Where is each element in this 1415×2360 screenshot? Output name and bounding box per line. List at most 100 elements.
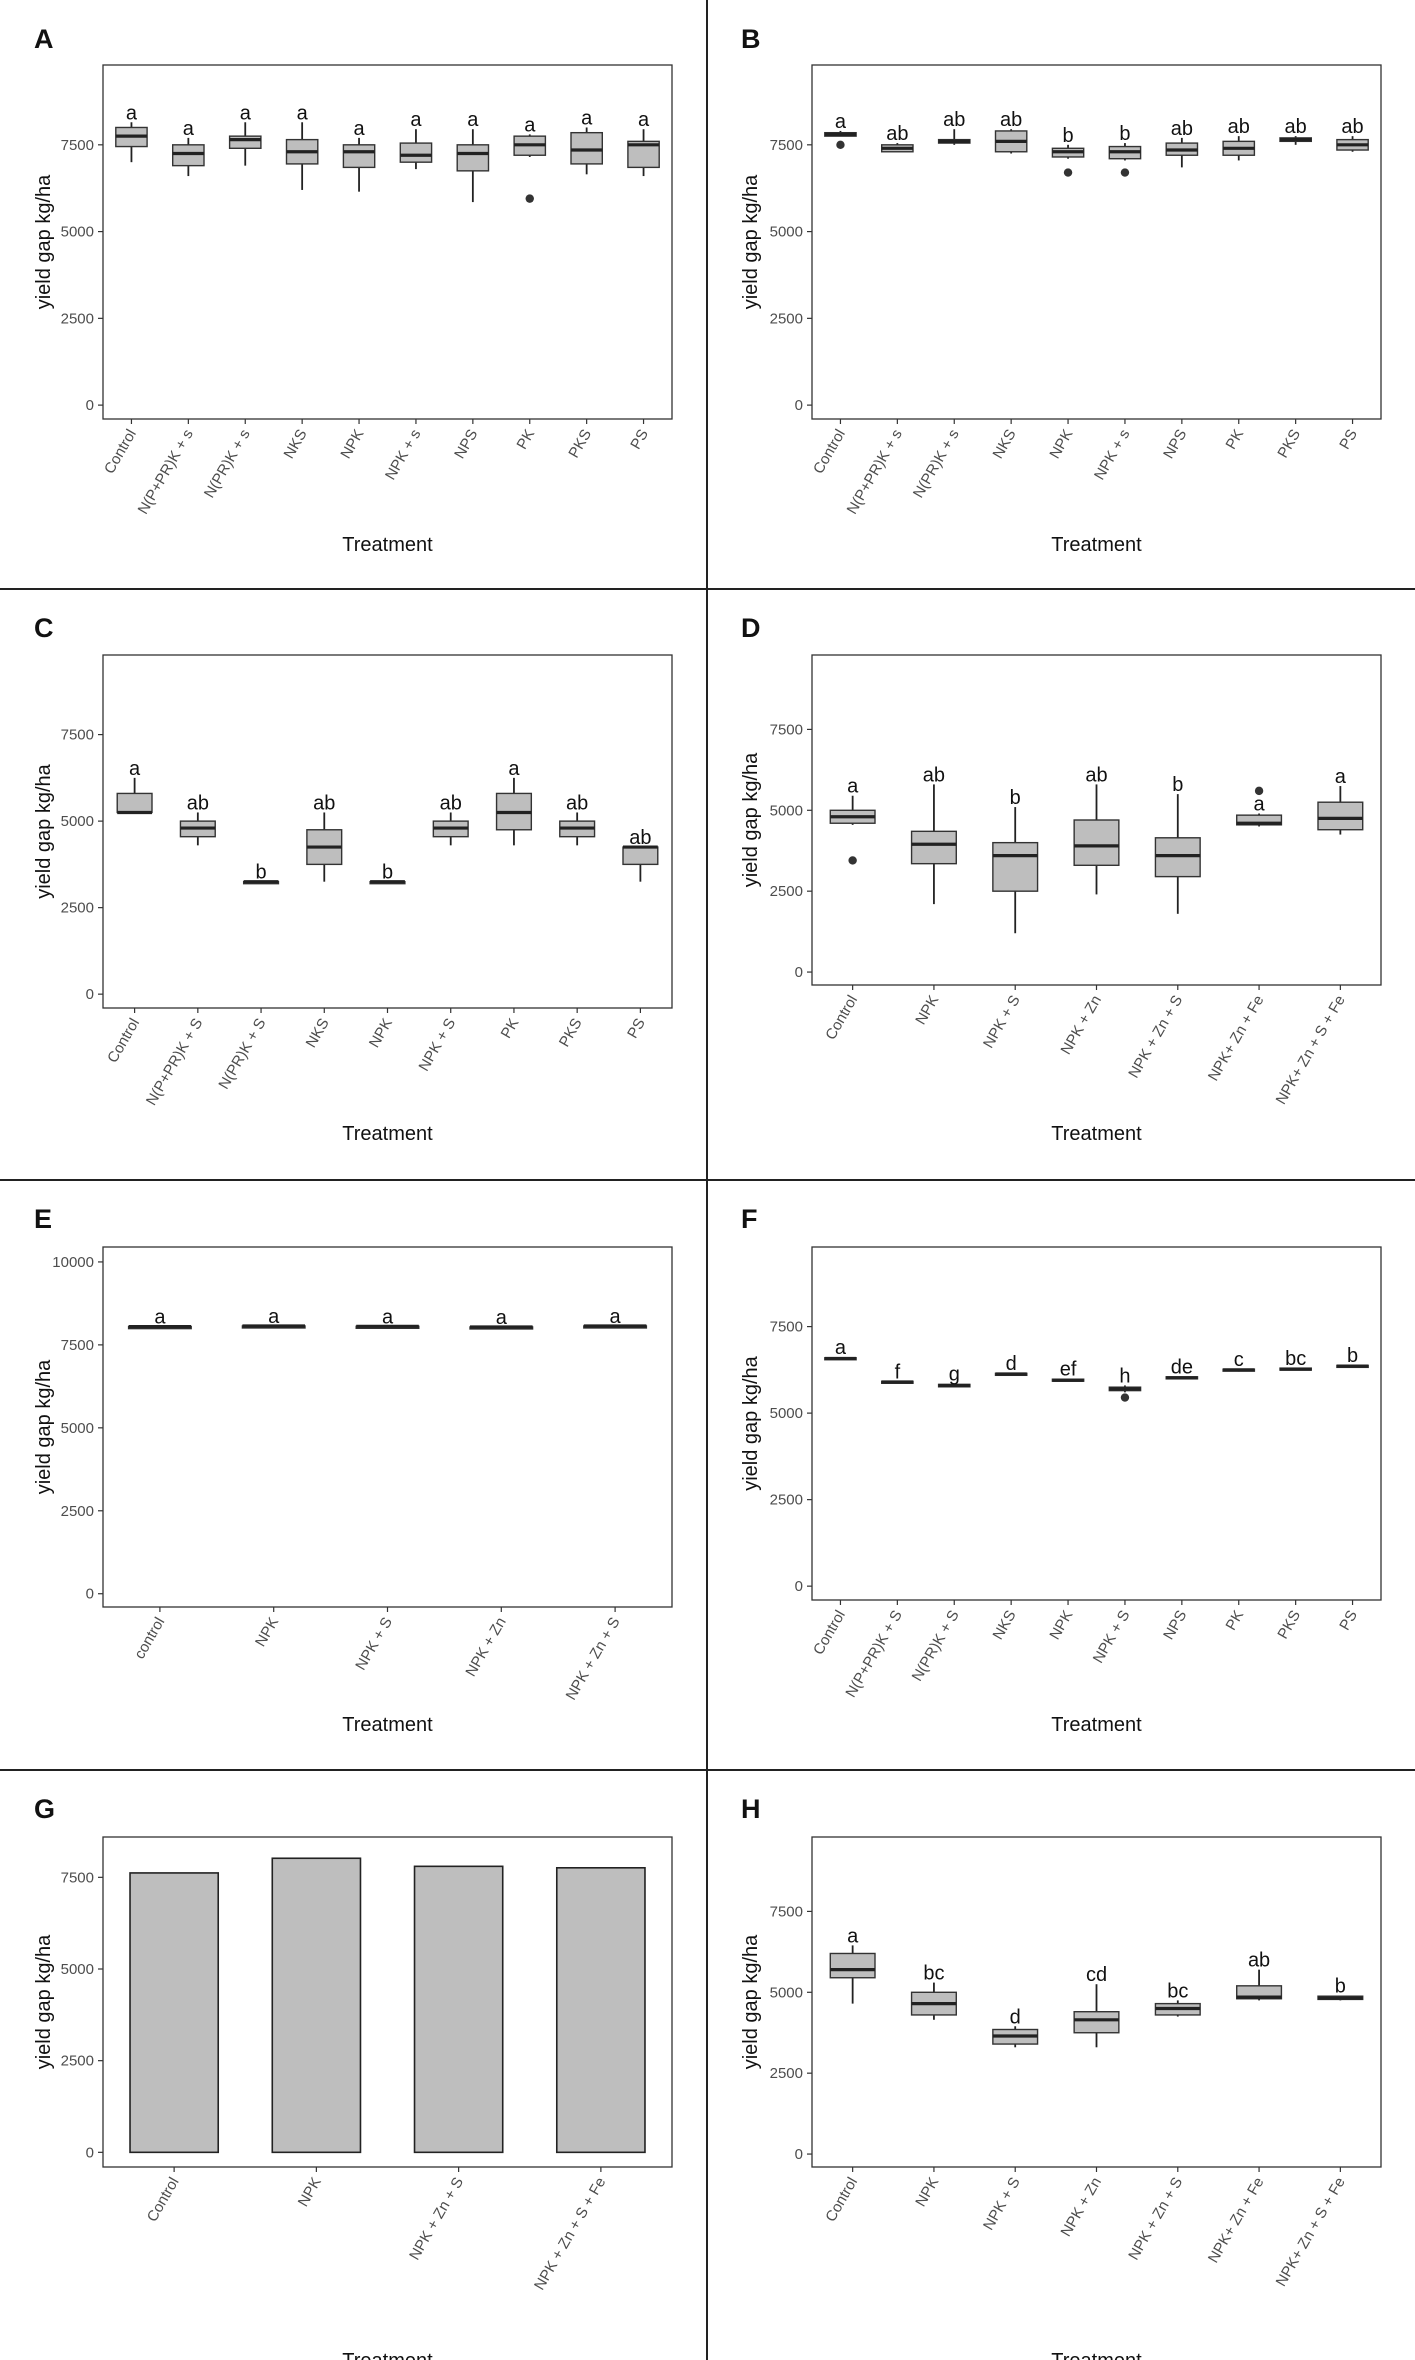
significance-letter: bc: [923, 1963, 944, 1985]
x-tick-label: NPK+ Zn + S + Fe: [1273, 2175, 1349, 2290]
y-tick-label: 2500: [61, 1503, 94, 1520]
x-tick-label: NPK + Zn: [1058, 2175, 1105, 2240]
box-plot-item: b: [1317, 1976, 1364, 2001]
box-plot-item: bc: [1154, 1980, 1201, 2017]
x-tick-label: NPS: [1160, 427, 1190, 462]
box-plot-item: a: [1317, 766, 1364, 835]
box-plot-item: ab: [179, 792, 216, 846]
box: [1236, 814, 1283, 826]
panel-letter: G: [34, 1794, 55, 1824]
box-plot-item: b: [1051, 125, 1085, 177]
x-tick-label: NPK + s: [382, 427, 424, 484]
x-tick-label: NPK: [1046, 1608, 1076, 1643]
box-plot-item: a: [285, 102, 319, 190]
box-plot-item: a: [399, 109, 433, 170]
panel-d: D 0 2500 5000 7500 yield gap kg/ha Treatment Co…: [740, 613, 1382, 1145]
x-axis-title: Treatment: [1051, 1123, 1142, 1145]
x-tick-label: PKS: [1274, 427, 1304, 461]
significance-letter: ab: [1285, 116, 1307, 138]
y-axis-title: yield gap kg/ha: [740, 174, 762, 309]
outlier-point: [1254, 786, 1264, 796]
significance-letter: ab: [1341, 116, 1363, 138]
box: [1317, 801, 1364, 831]
significance-letter: b: [1347, 1345, 1358, 1367]
x-tick-label: PS: [627, 427, 652, 453]
significance-letter: a: [382, 1306, 394, 1328]
x-tick-label: PS: [1336, 427, 1361, 453]
x-tick-label: NPK + Zn + S: [563, 1615, 624, 1704]
box: [456, 144, 490, 172]
y-tick-label: 5000: [770, 1984, 803, 2001]
x-tick-label: N(P+PR)K + s: [135, 427, 197, 518]
y-tick-label: 7500: [770, 721, 803, 738]
box-plot-item: ab: [622, 827, 659, 882]
box-plot-item: a: [116, 758, 153, 815]
box-plot-item: g: [937, 1364, 971, 1388]
bar: [555, 1867, 646, 2154]
box-plot-item: a: [355, 1306, 420, 1329]
x-tick-label: Control: [810, 1608, 849, 1658]
box-plot-item: a: [824, 111, 857, 150]
box-plot-item: ef: [1051, 1359, 1085, 1382]
significance-letter: b: [1062, 125, 1073, 147]
box: [622, 846, 659, 866]
y-tick-label: 2500: [61, 2053, 94, 2070]
panel-letter: C: [34, 613, 54, 643]
x-tick-label: NKS: [280, 427, 310, 462]
x-tick-label: NPK: [295, 2175, 325, 2210]
significance-letter: a: [126, 102, 138, 124]
y-tick-label: 5000: [61, 1420, 94, 1437]
significance-letter: h: [1119, 1365, 1130, 1387]
significance-letter: ab: [1085, 764, 1107, 786]
significance-letter: b: [1172, 774, 1183, 796]
significance-letter: a: [353, 118, 365, 140]
box-plot-item: a: [513, 114, 547, 203]
significance-letter: ab: [1248, 1950, 1270, 1972]
significance-letter: ab: [923, 764, 945, 786]
box-plot-item: a: [583, 1306, 648, 1329]
x-tick-label: NPK + Zn + S + Fe: [531, 2175, 609, 2294]
y-tick-label: 0: [795, 964, 803, 981]
y-tick-label: 5000: [770, 802, 803, 819]
y-tick-label: 7500: [770, 1903, 803, 1920]
bar: [129, 1872, 220, 2154]
y-tick-label: 2500: [770, 310, 803, 327]
panel-a: A 0 2500 5000 7500 yield gap kg/ha Treatment Co…: [33, 24, 673, 556]
x-tick-label: PK: [1222, 1608, 1247, 1634]
significance-letter: ab: [943, 109, 965, 131]
y-axis-title: yield gap kg/ha: [740, 1355, 762, 1490]
box-plot-item: a: [829, 776, 876, 865]
outlier-point: [525, 194, 534, 203]
significance-letter: a: [1254, 794, 1266, 816]
outlier-point: [1063, 168, 1073, 177]
box-plot-item: b: [369, 862, 406, 885]
plot-frame: [102, 1836, 673, 2168]
box-plot-item: ab: [881, 123, 914, 153]
panel-b: B 0 2500 5000 7500 yield gap kg/ha Treatment Co…: [740, 24, 1382, 556]
box-plot-item: a: [469, 1307, 534, 1330]
significance-letter: ab: [187, 792, 209, 814]
panel-c: C 0 2500 5000 7500 yield gap kg/ha Treatment Co…: [33, 613, 673, 1145]
x-tick-label: NPK + Zn + S: [406, 2175, 467, 2264]
box-plot-item: a: [627, 109, 660, 177]
y-tick-label: 0: [86, 2144, 94, 2161]
y-tick-label: 0: [86, 397, 94, 414]
x-tick-label: NPS: [1160, 1608, 1190, 1643]
box-plot-item: ab: [1336, 116, 1369, 152]
y-tick-label: 5000: [770, 224, 803, 241]
box-plot-item: ab: [1222, 116, 1256, 161]
y-tick-label: 2500: [61, 310, 94, 327]
x-tick-label: N(PR)K + S: [215, 1016, 269, 1093]
significance-letter: b: [382, 862, 393, 884]
y-axis-title: yield gap kg/ha: [33, 1934, 55, 2069]
significance-letter: d: [1010, 2006, 1021, 2028]
significance-letter: de: [1171, 1356, 1193, 1378]
box: [1073, 819, 1120, 866]
plot-frame: [102, 1246, 673, 1608]
box-plot-item: ab: [994, 109, 1028, 154]
significance-letter: ab: [1171, 118, 1193, 140]
box-plot-item: b: [242, 862, 280, 885]
x-tick-label: PK: [1222, 427, 1247, 453]
box: [228, 135, 262, 149]
x-tick-label: NKS: [989, 427, 1019, 462]
